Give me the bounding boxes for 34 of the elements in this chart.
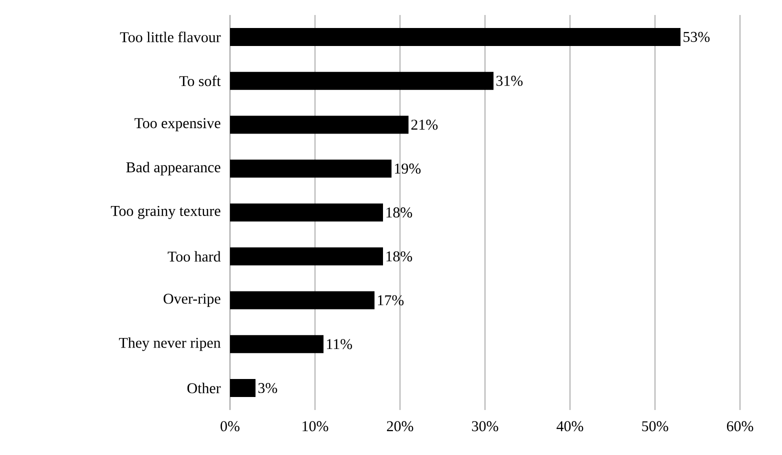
y-tick-label: Too grainy texture bbox=[110, 206, 220, 220]
y-tick-label: Too little flavour bbox=[120, 32, 221, 42]
bar bbox=[230, 28, 681, 46]
y-tick-label: Other bbox=[187, 382, 221, 394]
data-label: 18% bbox=[386, 251, 412, 262]
data-label: 3% bbox=[258, 382, 278, 394]
data-label: 18% bbox=[386, 207, 412, 218]
x-tick-label: 40% bbox=[556, 421, 584, 432]
bar bbox=[230, 247, 384, 266]
data-label: 17% bbox=[378, 295, 404, 306]
data-label: 53% bbox=[684, 32, 710, 42]
bar bbox=[230, 72, 494, 90]
bar bbox=[230, 203, 384, 222]
y-tick-label: They never ripen bbox=[119, 337, 221, 351]
bar bbox=[230, 335, 324, 354]
bar bbox=[230, 379, 256, 398]
x-tick-label: 60% bbox=[726, 421, 754, 432]
y-tick-label: Bad appearance bbox=[126, 162, 220, 176]
x-tick-label: 50% bbox=[642, 421, 668, 432]
x-tick-label: 10% bbox=[302, 421, 328, 432]
y-tick-label: Too hard bbox=[168, 251, 221, 262]
bar bbox=[230, 116, 409, 134]
data-label: 31% bbox=[496, 76, 523, 86]
bar bbox=[230, 291, 375, 310]
y-tick-label: To soft bbox=[179, 76, 221, 86]
y-tick-label: Over-ripe bbox=[164, 294, 220, 307]
data-label: 11% bbox=[327, 339, 352, 350]
y-tick-label: Too expensive bbox=[134, 118, 220, 132]
data-label: 19% bbox=[395, 164, 421, 174]
bar bbox=[230, 160, 392, 178]
x-tick-label: 0% bbox=[220, 421, 240, 432]
x-tick-label: 20% bbox=[386, 421, 414, 432]
data-label: 21% bbox=[411, 120, 438, 130]
x-tick-label: 30% bbox=[472, 421, 498, 432]
